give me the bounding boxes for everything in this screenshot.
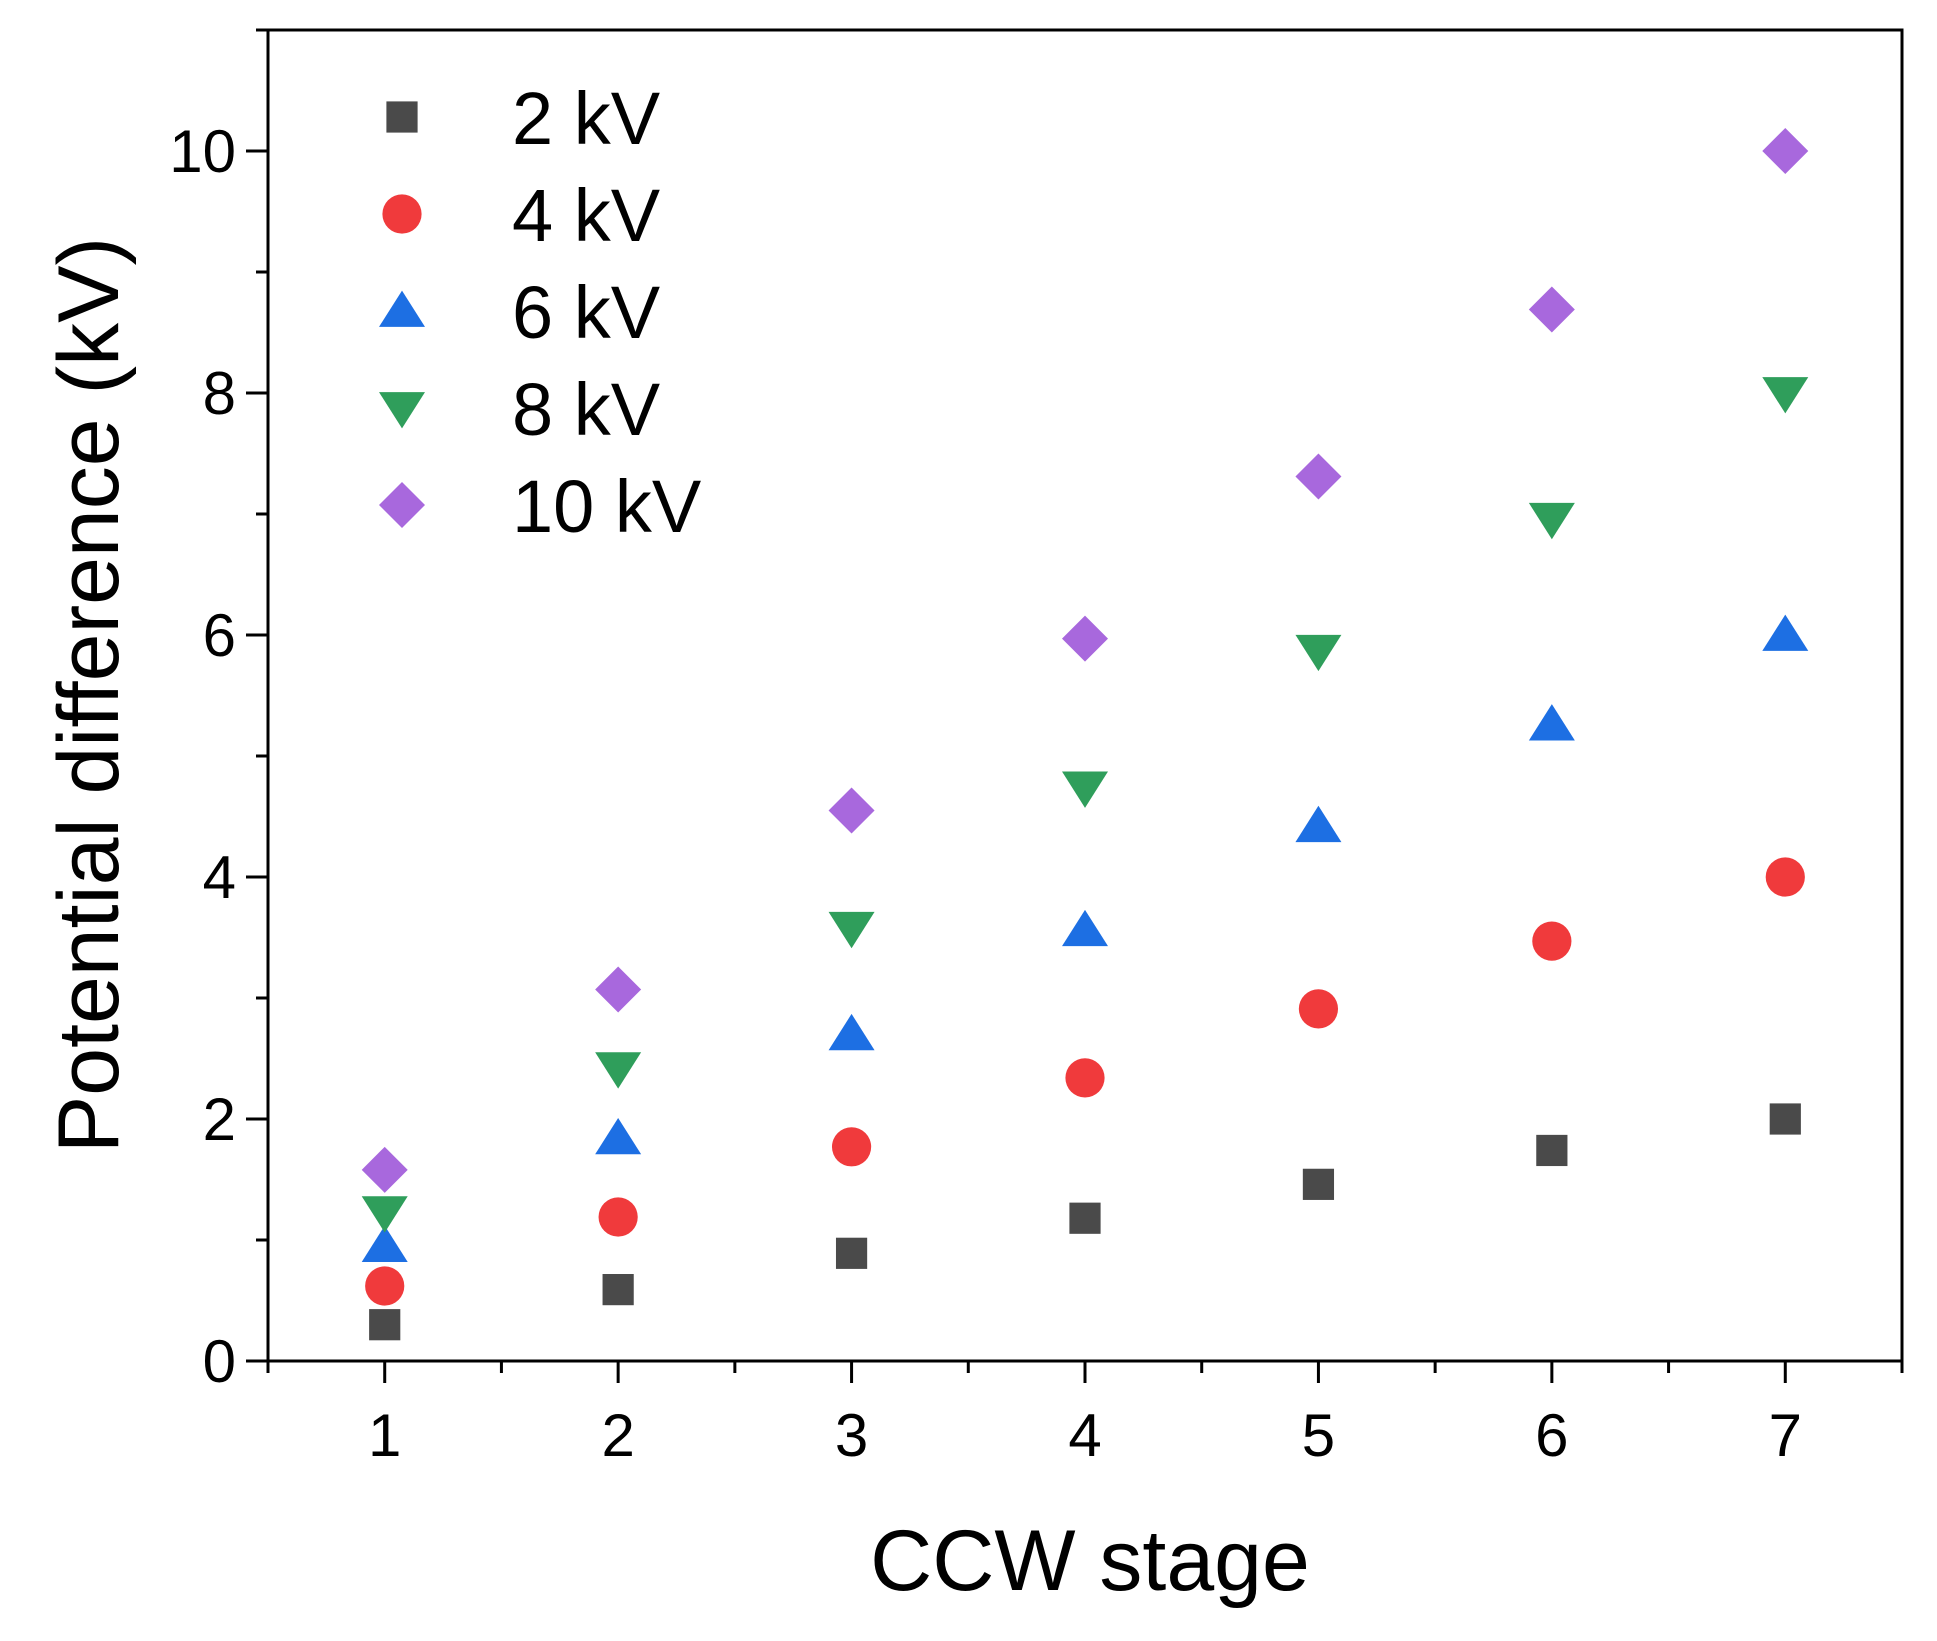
legend-marker xyxy=(379,290,425,327)
series-2-kv xyxy=(369,1103,1801,1341)
series-10-kv xyxy=(361,128,1809,1193)
x-tick-label: 5 xyxy=(1302,1402,1335,1469)
y-tick-label: 8 xyxy=(203,360,236,427)
data-point xyxy=(1762,614,1809,651)
data-point xyxy=(1765,857,1805,897)
data-point xyxy=(1295,805,1342,843)
legend: 2 kV 4 kV 6 kV 8 kV 10 kV xyxy=(379,77,702,548)
legend-label: 6 kV xyxy=(512,271,661,354)
y-tick-label: 6 xyxy=(203,602,236,669)
x-tick-label: 4 xyxy=(1068,1402,1101,1469)
legend-marker xyxy=(379,392,425,429)
series-8-kv xyxy=(361,377,1809,1233)
x-axis-title: CCW stage xyxy=(870,1513,1310,1609)
data-point xyxy=(828,787,875,834)
data-point xyxy=(1528,502,1575,540)
data-point xyxy=(595,1052,642,1089)
data-point xyxy=(361,1225,408,1262)
legend-marker xyxy=(386,101,418,133)
data-point xyxy=(361,1196,408,1233)
x-axis: 1 2 3 4 5 6 7 xyxy=(266,1361,1904,1469)
x-tick-label: 2 xyxy=(601,1402,634,1469)
data-point xyxy=(1762,377,1809,414)
data-point xyxy=(369,1309,401,1341)
data-point xyxy=(1062,909,1108,947)
data-point xyxy=(1298,989,1339,1029)
legend-label: 10 kV xyxy=(512,465,702,548)
x-tick-label: 7 xyxy=(1769,1402,1802,1469)
data-point xyxy=(1762,128,1809,174)
legend-label: 2 kV xyxy=(512,77,661,160)
data-point xyxy=(835,1237,868,1269)
data-point xyxy=(1065,1058,1105,1098)
y-axis-title: Potential difference (kV) xyxy=(41,237,137,1153)
data-point xyxy=(1302,1168,1335,1200)
data-point xyxy=(1062,771,1108,808)
legend-marker xyxy=(379,482,425,528)
data-point xyxy=(595,966,642,1013)
data-point xyxy=(602,1274,634,1306)
data-point xyxy=(361,1146,408,1193)
series-4-kv xyxy=(365,857,1805,1306)
data-point xyxy=(365,1266,405,1306)
data-points xyxy=(361,128,1809,1341)
legend-label: 4 kV xyxy=(512,174,661,257)
y-axis: 0 2 4 6 8 10 xyxy=(169,28,268,1395)
data-point xyxy=(831,1127,872,1167)
x-tick-label: 1 xyxy=(368,1402,401,1469)
data-point xyxy=(1062,615,1108,662)
y-tick-label: 10 xyxy=(169,118,236,185)
series-6-kv xyxy=(361,614,1809,1262)
data-point xyxy=(828,1013,875,1051)
data-point xyxy=(1536,1134,1568,1167)
y-tick-label: 0 xyxy=(203,1328,236,1395)
data-point xyxy=(598,1197,638,1237)
data-point xyxy=(1528,704,1575,741)
data-point xyxy=(1295,634,1342,672)
data-point xyxy=(1769,1103,1801,1135)
data-point xyxy=(1532,921,1572,961)
legend-label: 8 kV xyxy=(512,368,661,451)
data-point xyxy=(1528,286,1575,333)
data-point xyxy=(828,911,875,949)
x-tick-label: 3 xyxy=(835,1402,868,1469)
x-tick-label: 6 xyxy=(1535,1402,1568,1469)
y-tick-label: 4 xyxy=(203,844,236,911)
data-point xyxy=(595,1117,642,1155)
y-tick-label: 2 xyxy=(203,1086,236,1153)
data-point xyxy=(1069,1202,1101,1234)
data-point xyxy=(1295,453,1342,500)
legend-marker xyxy=(382,194,422,234)
